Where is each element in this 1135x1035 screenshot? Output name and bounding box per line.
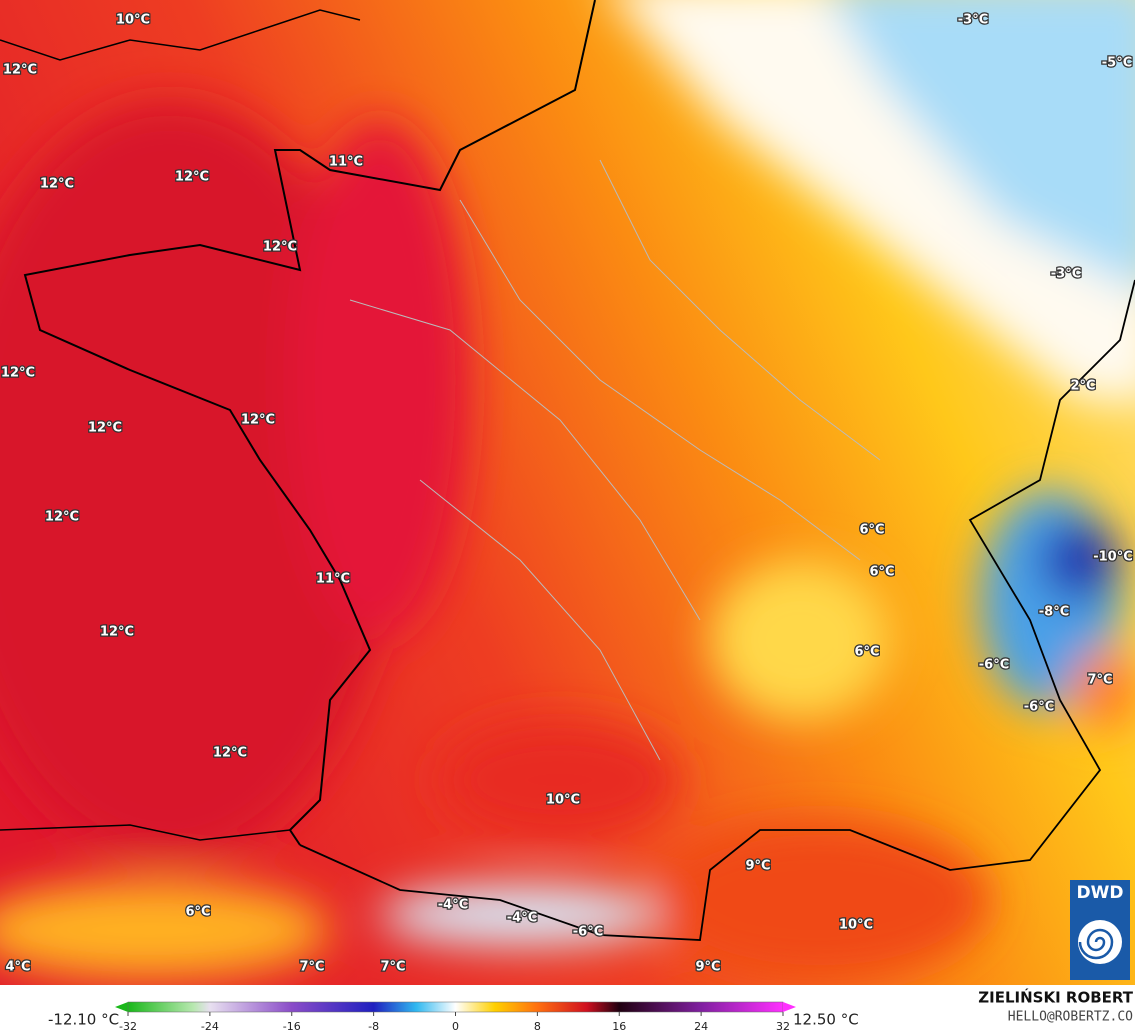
- colorbar-tick-label: 0: [452, 1020, 459, 1033]
- temperature-label: -6°C: [1024, 700, 1054, 715]
- border: [299, 279, 1135, 941]
- email: HELLO@ROBERTZ.CO: [1008, 1010, 1133, 1025]
- colorbar-tick-label: 24: [694, 1020, 708, 1033]
- temperature-label: 6°C: [859, 523, 884, 538]
- temperature-label: 12°C: [1, 366, 35, 381]
- temperature-label: -10°C: [1093, 550, 1133, 565]
- author: ZIELIŃSKI ROBERT: [978, 988, 1133, 1007]
- dwd-logo: DWD: [1070, 880, 1130, 980]
- temperature-label: 6°C: [185, 905, 210, 920]
- temperature-label: 10°C: [116, 13, 150, 28]
- temperature-label: -3°C: [1051, 267, 1081, 282]
- colorbar-tick-label: 8: [534, 1020, 541, 1033]
- temperature-label: 12°C: [40, 177, 74, 192]
- temperature-labels: 10°C 12°C 12°C 12°C 11°C 12°C 12°C 12°C 12°C 12°C…: [0, 11, 1134, 976]
- temperature-label: 7°C: [380, 960, 405, 975]
- coastline: [0, 9, 361, 841]
- temperature-label: 2°C: [1070, 379, 1095, 394]
- temperature-label: 12°C: [175, 170, 209, 185]
- colorbar-ticks: -32 -24 -16 -8 0 8 16 24 32: [119, 1012, 790, 1033]
- temperature-label: 11°C: [316, 572, 350, 587]
- temperature-label: 10°C: [546, 793, 580, 808]
- colorbar-tick-label: 32: [776, 1020, 790, 1033]
- temperature-label: 12°C: [213, 746, 247, 761]
- temperature-label: -5°C: [1102, 56, 1132, 71]
- temperature-label: 6°C: [854, 645, 879, 660]
- min-label: -12.10 °C: [48, 1011, 119, 1029]
- temperature-label: -8°C: [1039, 605, 1069, 620]
- temperature-label: -4°C: [507, 911, 537, 926]
- coastline: [23, 0, 596, 846]
- temperature-label: 12°C: [241, 413, 275, 428]
- temperature-label: 9°C: [745, 859, 770, 874]
- temperature-label: -3°C: [958, 13, 988, 28]
- temperature-label: 12°C: [3, 63, 37, 78]
- temperature-label: -6°C: [979, 658, 1009, 673]
- colorbar-tick-label: 16: [612, 1020, 626, 1033]
- colorbar-tick-label: -32: [119, 1020, 137, 1033]
- temperature-label: 6°C: [869, 565, 894, 580]
- temperature-label: 12°C: [45, 510, 79, 525]
- max-label: 12.50 °C: [793, 1011, 859, 1029]
- temperature-label: 10°C: [839, 918, 873, 933]
- temperature-label: 9°C: [695, 960, 720, 975]
- region-border: [349, 159, 881, 761]
- temperature-label: 12°C: [88, 421, 122, 436]
- colorbar-tick-label: -8: [368, 1020, 379, 1033]
- temperature-label: -6°C: [573, 925, 603, 940]
- temperature-label: 4°C: [5, 960, 30, 975]
- temperature-label: 7°C: [1087, 673, 1112, 688]
- temperature-label: 12°C: [263, 240, 297, 255]
- temperature-label: 12°C: [100, 625, 134, 640]
- temperature-label: 11°C: [329, 155, 363, 170]
- colorbar-tick-label: -24: [201, 1020, 219, 1033]
- temperature-label: -4°C: [438, 898, 468, 913]
- colorbar-tick-label: -16: [283, 1020, 301, 1033]
- temperature-label: 7°C: [299, 960, 324, 975]
- temperature-field: [0, 0, 1135, 985]
- logo-text: DWD: [1077, 883, 1124, 903]
- colorbar: [115, 1001, 796, 1013]
